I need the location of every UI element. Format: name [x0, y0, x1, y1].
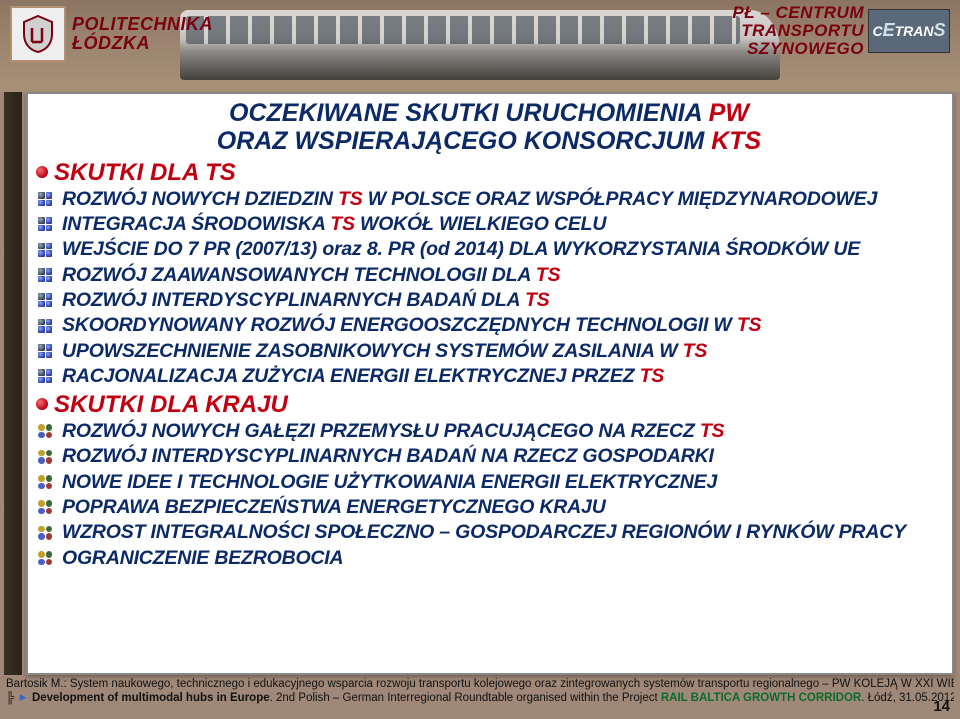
list-item: WEJŚCIE DO 7 PR (2007/13) oraz 8. PR (od…	[36, 237, 942, 262]
list-item: ROZWÓJ ZAAWANSOWANYCH TECHNOLOGII DLA TS	[36, 263, 942, 288]
section-2-list: ROZWÓJ NOWYCH GAŁĘZI PRZEMYSŁU PRACUJĄCE…	[36, 419, 942, 571]
item-text-pre: WEJŚCIE DO 7 PR (2007/13) oraz 8. PR (od…	[62, 238, 860, 260]
logo-c: C	[872, 23, 882, 39]
list-item: ROZWÓJ INTERDYSCYPLINARNYCH BADAŃ DLA TS	[36, 288, 942, 313]
bullet-square-icon	[38, 192, 52, 206]
logo-tran: TRAN	[895, 23, 934, 39]
list-item: OGRANICZENIE BEZROBOCIA	[36, 546, 942, 571]
section-2-head: SKUTKI DLA KRAJU	[36, 391, 942, 419]
item-text-pre: ROZWÓJ INTERDYSCYPLINARNYCH BADAŃ DLA	[62, 289, 525, 311]
item-text-pre: UPOWSZECHNIENIE ZASOBNIKOWYCH SYSTEMÓW Z…	[62, 340, 683, 362]
bullet-square-icon	[38, 319, 52, 333]
uni-name-1: POLITECHNIKA	[72, 15, 213, 34]
header-left-text: POLITECHNIKA ŁÓDZKA	[72, 15, 213, 53]
bullet-red-icon	[36, 398, 48, 410]
list-item: WZROST INTEGRALNOŚCI SPOŁECZNO – GOSPODA…	[36, 520, 942, 545]
logo-s: S	[934, 20, 946, 41]
center-name-1: PŁ – CENTRUM	[732, 4, 864, 22]
item-text-red: TS	[536, 264, 561, 286]
footer-l2-pre: Development of multimodal hubs in Europe	[32, 692, 270, 704]
bullet-square-icon	[38, 369, 52, 383]
footer-line-1: Bartosik M.: System naukowego, techniczn…	[6, 677, 954, 691]
item-text-red: TS	[700, 420, 725, 442]
left-rail-decor	[4, 92, 22, 675]
item-text-pre: OGRANICZENIE BEZROBOCIA	[62, 547, 343, 569]
item-text-pre: ROZWÓJ NOWYCH DZIEDZIN	[62, 188, 338, 210]
footer-l2-mid: . 2nd Polish – German Interregional Roun…	[270, 692, 661, 704]
shield-icon	[18, 14, 58, 54]
center-name-2: TRANSPORTU	[732, 22, 864, 40]
bullet-square-icon	[38, 344, 52, 358]
item-text-red: TS	[640, 365, 665, 387]
header-left: POLITECHNIKA ŁÓDZKA	[10, 6, 213, 62]
list-item: SKOORDYNOWANY ROZWÓJ ENERGOOSZCZĘDNYCH T…	[36, 313, 942, 338]
item-text-pre: NOWE IDEE I TECHNOLOGIE UŻYTKOWANIA ENER…	[62, 471, 717, 493]
header-right: PŁ – CENTRUM TRANSPORTU SZYNOWEGO CETRAN…	[732, 4, 950, 58]
list-item: POPRAWA BEZPIECZEŃSTWA ENERGETYCZNEGO KR…	[36, 495, 942, 520]
center-name-3: SZYNOWEGO	[732, 40, 864, 58]
list-item: UPOWSZECHNIENIE ZASOBNIKOWYCH SYSTEMÓW Z…	[36, 339, 942, 364]
item-text-post: W POLSCE ORAZ WSPÓŁPRACY MIĘDZYNARODOWEJ	[363, 188, 878, 210]
list-item: ROZWÓJ NOWYCH DZIEDZIN TS W POLSCE ORAZ …	[36, 187, 942, 212]
logo-e: E	[883, 20, 895, 41]
bullet-quad-icon	[38, 551, 52, 565]
item-text-red: TS	[330, 213, 355, 235]
title-l2b: KTS	[711, 127, 761, 155]
bullet-square-icon	[38, 268, 52, 282]
bullet-quad-icon	[38, 424, 52, 438]
bullet-square-icon	[38, 217, 52, 231]
bullet-red-icon	[36, 166, 48, 178]
section-2-title: SKUTKI DLA KRAJU	[54, 391, 288, 418]
university-logo	[10, 6, 66, 62]
section-1-head: SKUTKI DLA TS	[36, 159, 942, 187]
item-text-pre: POPRAWA BEZPIECZEŃSTWA ENERGETYCZNEGO KR…	[62, 496, 606, 518]
item-text-pre: RACJONALIZACJA ZUŻYCIA ENERGII ELEKTRYCZ…	[62, 365, 640, 387]
list-item: RACJONALIZACJA ZUŻYCIA ENERGII ELEKTRYCZ…	[36, 364, 942, 389]
title-l1b: PW	[709, 99, 749, 127]
footer-line-2: ╠ ► Development of multimodal hubs in Eu…	[6, 691, 954, 705]
cetrans-logo: CETRANS	[868, 9, 950, 53]
section-1-list: ROZWÓJ NOWYCH DZIEDZIN TS W POLSCE ORAZ …	[36, 187, 942, 390]
item-text-red: TS	[338, 188, 363, 210]
item-text-pre: INTEGRACJA ŚRODOWISKA	[62, 213, 330, 235]
slide-title: OCZEKIWANE SKUTKI URUCHOMIENIA PW ORAZ W…	[36, 100, 942, 155]
item-text-post: WOKÓŁ WIELKIEGO CELU	[355, 213, 606, 235]
bullet-quad-icon	[38, 526, 52, 540]
list-item: ROZWÓJ INTERDYSCYPLINARNYCH BADAŃ NA RZE…	[36, 444, 942, 469]
bullet-quad-icon	[38, 500, 52, 514]
section-1-title: SKUTKI DLA TS	[54, 159, 236, 186]
uni-name-2: ŁÓDZKA	[72, 34, 213, 53]
list-item: ROZWÓJ NOWYCH GAŁĘZI PRZEMYSŁU PRACUJĄCE…	[36, 419, 942, 444]
train-illustration	[180, 10, 780, 80]
arrow-icon: ►	[17, 692, 28, 704]
list-item: INTEGRACJA ŚRODOWISKA TS WOKÓŁ WIELKIEGO…	[36, 212, 942, 237]
bullet-quad-icon	[38, 475, 52, 489]
list-item: NOWE IDEE I TECHNOLOGIE UŻYTKOWANIA ENER…	[36, 470, 942, 495]
item-text-red: TS	[737, 314, 762, 336]
item-text-pre: ROZWÓJ ZAAWANSOWANYCH TECHNOLOGII DLA	[62, 264, 536, 286]
header-right-text: PŁ – CENTRUM TRANSPORTU SZYNOWEGO	[732, 4, 864, 58]
page-number: 14	[933, 698, 950, 715]
footer-l2-proj: RAIL BALTICA GROWTH CORRIDOR	[661, 692, 861, 704]
item-text-pre: ROZWÓJ INTERDYSCYPLINARNYCH BADAŃ NA RZE…	[62, 445, 714, 467]
title-l1a: OCZEKIWANE SKUTKI URUCHOMIENIA	[229, 99, 709, 127]
item-text-pre: SKOORDYNOWANY ROZWÓJ ENERGOOSZCZĘDNYCH T…	[62, 314, 737, 336]
item-text-red: TS	[525, 289, 550, 311]
bullet-square-icon	[38, 293, 52, 307]
bullet-quad-icon	[38, 450, 52, 464]
item-text-pre: WZROST INTEGRALNOŚCI SPOŁECZNO – GOSPODA…	[62, 521, 906, 543]
item-text-red: TS	[683, 340, 708, 362]
title-l2a: ORAZ WSPIERAJĄCEGO KONSORCJUM	[217, 127, 711, 155]
footer: Bartosik M.: System naukowego, techniczn…	[6, 677, 954, 717]
content-panel: OCZEKIWANE SKUTKI URUCHOMIENIA PW ORAZ W…	[26, 92, 954, 675]
bullet-square-icon	[38, 243, 52, 257]
item-text-pre: ROZWÓJ NOWYCH GAŁĘZI PRZEMYSŁU PRACUJĄCE…	[62, 420, 700, 442]
